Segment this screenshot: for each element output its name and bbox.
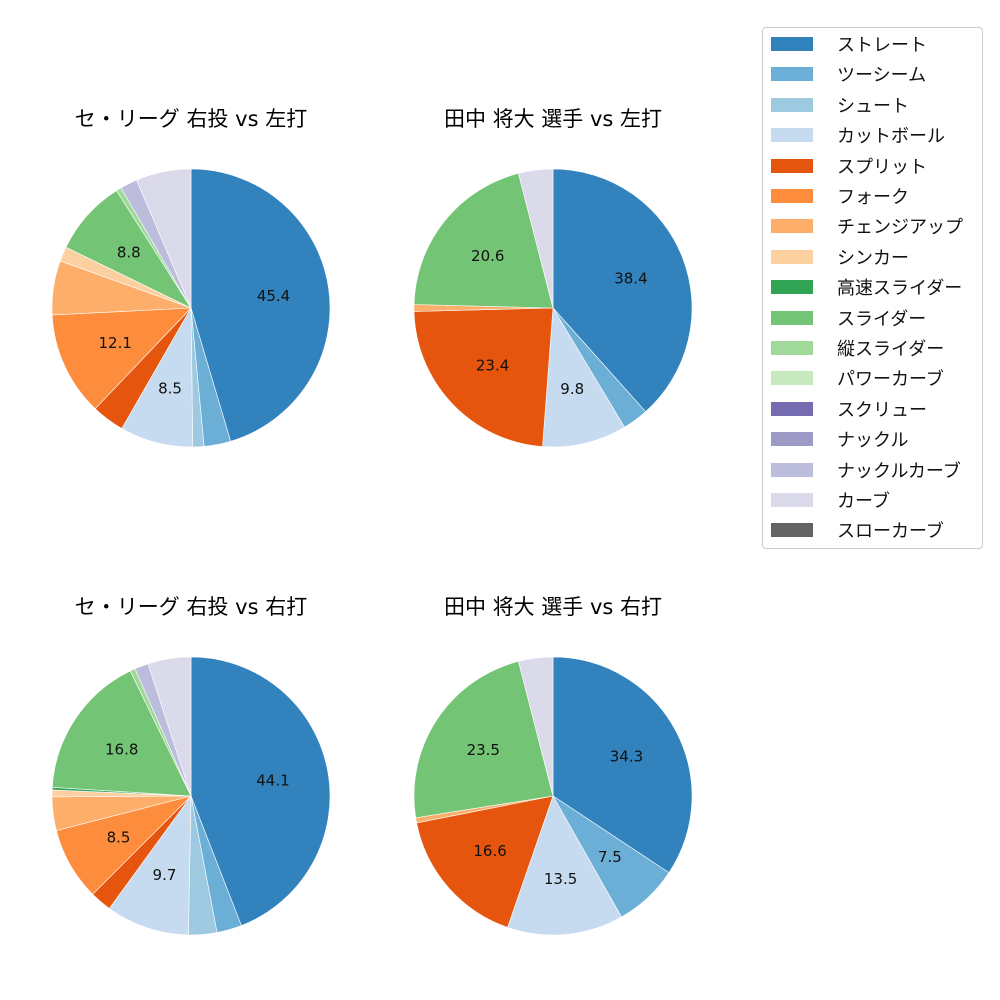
slice-value-label: 38.4: [614, 269, 647, 287]
legend-label: 縦スライダー: [837, 339, 945, 360]
legend-label: ナックルカーブ: [837, 460, 961, 482]
legend-swatch: [771, 97, 813, 112]
legend-swatch: [771, 310, 813, 325]
legend-label: スライダー: [837, 308, 927, 330]
legend-label: ストレート: [837, 35, 927, 56]
pie-slice: [413, 307, 554, 447]
pie-slice: [190, 656, 331, 926]
slice-value-label: 9.7: [153, 866, 177, 884]
pie-slice: [51, 670, 192, 797]
pie-slice: [413, 173, 554, 309]
legend-label: スローカーブ: [837, 521, 944, 543]
legend-item: ストレート: [771, 30, 927, 58]
pie-slice: [108, 795, 192, 936]
legend-swatch: [771, 401, 813, 416]
legend-label: パワーカーブ: [837, 369, 944, 391]
legend-swatch: [771, 523, 813, 538]
legend-item: シュート: [771, 91, 909, 119]
legend-item: スプリット: [771, 152, 927, 180]
legend-swatch: [771, 341, 813, 355]
pie-slice: [542, 307, 625, 448]
legend-swatch: [771, 219, 813, 234]
slice-value-label: 34.3: [610, 748, 643, 766]
chart-title: 田中 将大 選手 vs 右打: [443, 595, 663, 619]
legend-label: フォーク: [837, 187, 909, 208]
slice-value-label: 9.8: [560, 380, 584, 398]
legend-swatch: [771, 432, 813, 447]
legend-label: スクリュー: [837, 399, 927, 421]
legend-swatch: [771, 371, 813, 386]
pie-panel-tanaka-vs-right: 田中 将大 選手 vs 右打 34.3 7.5 13.5 16.6 23.5: [403, 591, 703, 951]
pie-chart: 45.4 8.5 12.1 8.8: [51, 168, 331, 448]
legend-label: シンカー: [837, 247, 909, 269]
legend-item: 高速スライダー: [771, 273, 962, 301]
slice-value-label: 8.5: [158, 380, 182, 398]
pie-slice: [190, 168, 331, 442]
pie-panel-league-vs-right: セ・リーグ 右投 vs 右打 44.1 9.7 8.5 16.8: [41, 591, 341, 951]
slice-value-label: 8.8: [117, 243, 141, 261]
pie-slice: [147, 656, 192, 797]
pie-slice: [552, 168, 693, 413]
slice-value-label: 23.5: [467, 741, 500, 759]
slice-value-label: 8.5: [107, 828, 131, 846]
legend-swatch: [771, 128, 813, 143]
legend-item: 縦スライダー: [771, 334, 944, 362]
slice-value-label: 45.4: [257, 287, 290, 305]
legend-label: カットボール: [837, 126, 945, 148]
legend-swatch: [771, 67, 813, 82]
legend-item: スライダー: [771, 304, 926, 332]
legend-swatch: [771, 189, 813, 203]
legend-item: ツーシーム: [771, 60, 926, 88]
slice-value-label: 13.5: [544, 870, 577, 888]
legend-item: パワーカーブ: [771, 364, 944, 392]
legend-item: ナックルカーブ: [771, 456, 961, 484]
legend-swatch: [771, 493, 813, 507]
legend-label: シュート: [837, 95, 909, 117]
legend-swatch: [771, 37, 813, 51]
slice-value-label: 16.6: [473, 842, 506, 860]
legend-label: スプリット: [837, 156, 927, 178]
legend: ストレートツーシームシュートカットボール スプリットフォークチェンジアップ シンカー…: [762, 27, 983, 549]
pie-slice: [51, 307, 192, 410]
chart-title: セ・リーグ 右投 vs 右打: [74, 595, 308, 619]
pie-panel-tanaka-vs-left: 田中 将大 選手 vs 左打 38.4 9.8 23.4 20.6: [403, 103, 703, 463]
slice-value-label: 23.4: [476, 356, 509, 374]
slice-value-label: 12.1: [99, 334, 132, 352]
slice-value-label: 20.6: [471, 247, 504, 265]
legend-item: チェンジアップ: [771, 212, 963, 240]
legend-label: 高速スライダー: [837, 278, 963, 300]
chart-title: セ・リーグ 右投 vs 左打: [74, 107, 308, 131]
pie-panel-league-vs-left: セ・リーグ 右投 vs 左打 45.4 8.5 12.1 8.8: [41, 103, 341, 463]
pie-slice: [518, 656, 554, 797]
legend-label: カーブ: [837, 491, 890, 512]
slice-value-label: 44.1: [256, 772, 289, 790]
pie-slice: [136, 168, 192, 309]
pie-chart: 38.4 9.8 23.4 20.6: [413, 168, 693, 448]
legend-swatch: [771, 158, 813, 173]
legend-swatch: [771, 249, 813, 264]
legend-item: シンカー: [771, 243, 909, 271]
pie-slice: [507, 795, 622, 936]
legend-swatch: [771, 462, 813, 477]
legend-item: フォーク: [771, 182, 909, 210]
legend-label: チェンジアップ: [837, 217, 963, 239]
slice-value-label: 16.8: [105, 741, 138, 759]
legend-item: カーブ: [771, 486, 890, 514]
chart-title: 田中 将大 選手 vs 左打: [443, 107, 663, 131]
legend-item: ナックル: [771, 425, 908, 453]
legend-item: スローカーブ: [771, 516, 944, 544]
pie-slice: [413, 661, 554, 819]
legend-item: カットボール: [771, 121, 945, 149]
legend-item: スクリュー: [771, 395, 927, 423]
pie-chart: 44.1 9.7 8.5 16.8: [51, 656, 331, 936]
pie-slice: [518, 168, 554, 309]
legend-label: ナックル: [837, 430, 909, 452]
pie-slice: [416, 795, 554, 928]
pie-chart: 34.3 7.5 13.5 16.6 23.5: [413, 656, 693, 936]
slice-value-label: 7.5: [598, 848, 622, 866]
legend-swatch: [771, 280, 813, 295]
legend-label: ツーシーム: [837, 65, 927, 87]
